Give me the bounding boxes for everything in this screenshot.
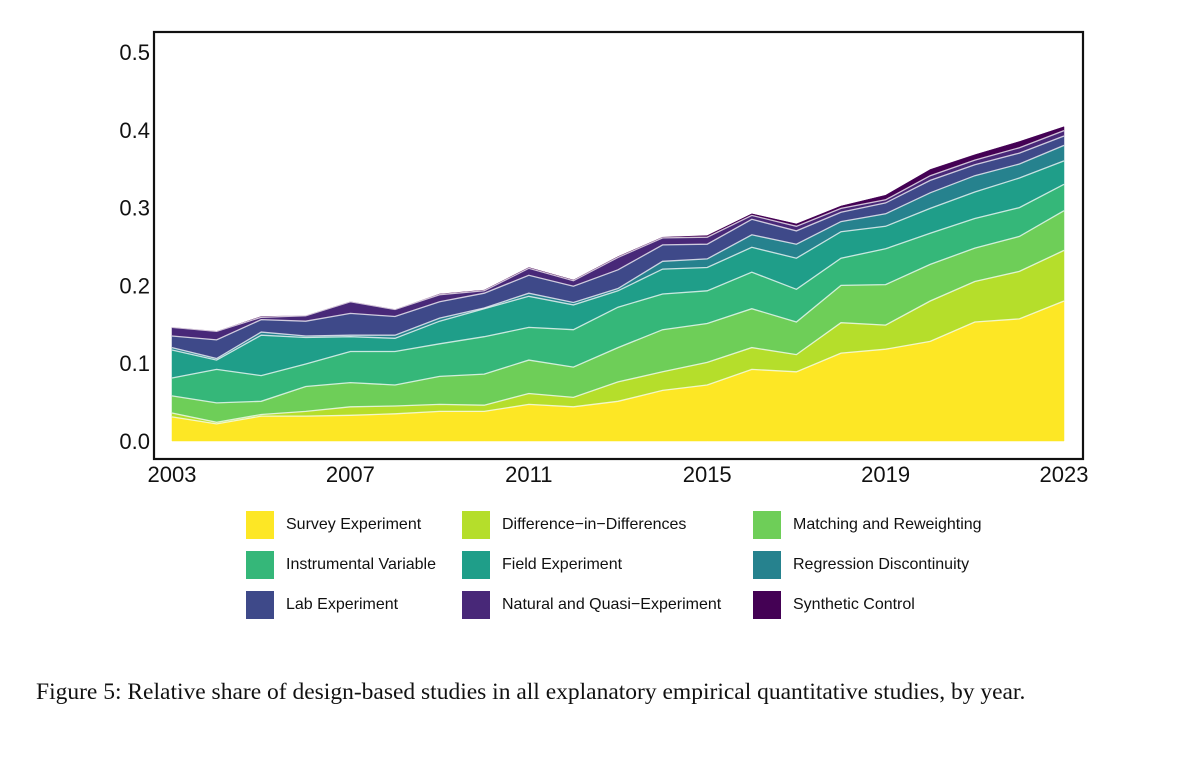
legend-item-instrumental-variable: Instrumental Variable xyxy=(246,550,436,580)
y-tick-label: 0.1 xyxy=(119,351,150,376)
plot-frame xyxy=(152,30,1085,461)
legend-swatch xyxy=(753,551,781,579)
legend-item-natural-and-quasi-experiment: Natural and Quasi−Experiment xyxy=(462,590,721,620)
x-tick-label: 2019 xyxy=(861,462,910,487)
legend-item-regression-discontinuity: Regression Discontinuity xyxy=(753,550,969,580)
legend-swatch xyxy=(462,591,490,619)
legend-swatch xyxy=(246,551,274,579)
legend-swatch xyxy=(753,591,781,619)
legend-label: Natural and Quasi−Experiment xyxy=(502,596,722,613)
legend-swatch xyxy=(246,591,274,619)
legend-item-survey-experiment: Survey Experiment xyxy=(246,510,421,540)
y-tick-label: 0.5 xyxy=(119,40,150,65)
y-axis: 0.0 0.1 0.2 0.3 0.4 0.5 xyxy=(119,40,150,454)
boundary-matching-and-reweighting xyxy=(171,210,1065,404)
area-layers xyxy=(171,126,1065,442)
boundary-regression-discontinuity xyxy=(171,144,1065,360)
y-tick-label: 0.4 xyxy=(119,118,150,143)
legend-label: Synthetic Control xyxy=(793,596,915,613)
y-tick-label: 0.2 xyxy=(119,273,150,298)
x-tick-label: 2003 xyxy=(148,462,197,487)
legend-swatch xyxy=(462,511,490,539)
layer-boundaries xyxy=(171,129,1065,425)
legend-swatch xyxy=(753,511,781,539)
y-tick-label: 0.0 xyxy=(119,429,150,454)
boundary-difference-in-differences xyxy=(171,249,1065,423)
figure-caption: Figure 5: Relative share of design-based… xyxy=(36,679,1026,705)
legend-item-matching-and-reweighting: Matching and Reweighting xyxy=(753,510,982,540)
boundary-instrumental-variable xyxy=(171,183,1065,379)
legend-item-field-experiment: Field Experiment xyxy=(462,550,622,580)
legend-item-synthetic-control: Synthetic Control xyxy=(753,590,915,620)
y-tick-label: 0.3 xyxy=(119,196,150,221)
legend-swatch xyxy=(246,511,274,539)
boundary-survey-experiment xyxy=(171,300,1065,425)
legend-item-difference-in-differences: Difference−in−Differences xyxy=(462,510,686,540)
legend-label: Regression Discontinuity xyxy=(793,556,970,573)
legend-label: Difference−in−Differences xyxy=(502,516,687,533)
legend-label: Survey Experiment xyxy=(286,516,422,533)
boundary-natural-and-quasi-experiment xyxy=(171,129,1065,332)
legend-label: Lab Experiment xyxy=(286,596,399,613)
x-tick-label: 2023 xyxy=(1040,462,1089,487)
legend-label: Instrumental Variable xyxy=(286,556,436,573)
legend-item-lab-experiment: Lab Experiment xyxy=(246,590,398,620)
boundary-lab-experiment xyxy=(171,135,1065,341)
boundary-field-experiment xyxy=(171,160,1065,361)
legend-label: Field Experiment xyxy=(502,556,623,573)
x-tick-label: 2011 xyxy=(505,462,552,487)
x-tick-label: 2007 xyxy=(326,462,375,487)
x-axis: 2003 2007 2011 2015 2019 2023 xyxy=(148,462,1089,487)
stacked-area-chart: 0.00.10.20.30.40.5 2003 2007 2011 2015 2019 2… xyxy=(119,30,1089,487)
legend-label: Matching and Reweighting xyxy=(793,516,982,533)
legend-swatch xyxy=(462,551,490,579)
x-tick-label: 2015 xyxy=(683,462,732,487)
